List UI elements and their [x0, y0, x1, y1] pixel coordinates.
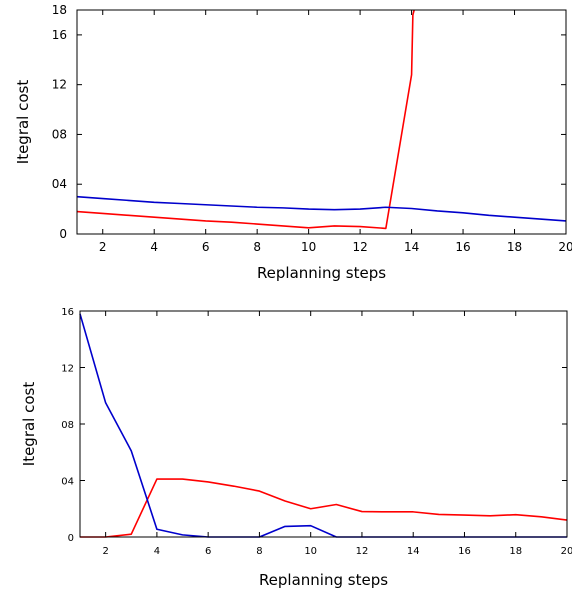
x-axis-label: Replanning steps: [259, 571, 388, 589]
y-tick-label: 04: [52, 177, 67, 191]
x-tick-label: 10: [304, 546, 317, 557]
x-tick-label: 2: [102, 546, 108, 557]
x-tick-label: 16: [455, 240, 470, 254]
y-tick-label: 12: [52, 78, 67, 92]
x-tick-label: 2: [99, 240, 107, 254]
x-tick-label: 6: [202, 240, 210, 254]
y-axis-label: Itegral cost: [14, 80, 32, 165]
y-tick-label: 12: [61, 364, 74, 375]
y-axis-label: Itegral cost: [20, 382, 38, 467]
x-tick-label: 14: [407, 546, 420, 557]
y-tick-label: 08: [61, 420, 74, 431]
x-tick-label: 10: [301, 240, 316, 254]
x-tick-label: 8: [253, 240, 261, 254]
x-tick-label: 8: [256, 546, 262, 557]
y-tick-label: 0: [68, 533, 74, 544]
y-tick-label: 16: [52, 28, 67, 42]
plot-frame: [79, 310, 568, 538]
plot-frame: [76, 9, 567, 235]
y-tick-label: 16: [61, 307, 74, 318]
x-tick-label: 12: [356, 546, 369, 557]
y-tick-label: 08: [52, 127, 67, 141]
x-tick-label: 16: [458, 546, 471, 557]
y-tick-label: 0: [59, 227, 67, 241]
x-tick-label: 14: [404, 240, 419, 254]
y-tick-label: 18: [52, 3, 67, 17]
x-tick-label: 4: [150, 240, 158, 254]
bottom-chart: 2 4 6 8 10 12 14 16 18 20 0 04 08 12 16 Replanning step…: [20, 307, 572, 589]
x-tick-label: 20: [561, 546, 572, 557]
x-tick-label: 4: [154, 546, 160, 557]
x-tick-label: 12: [352, 240, 367, 254]
series-line-1: [80, 478, 568, 538]
series-line-2: [76, 195, 567, 222]
series-line-1: [76, 9, 415, 230]
x-tick-label: 18: [507, 240, 522, 254]
top-chart: 2 4 6 8 10 12 14 16 18 20 0 04 08 12 16 18 Replanning st…: [14, 3, 572, 282]
x-tick-label: 20: [558, 240, 572, 254]
x-tick-label: 18: [509, 546, 522, 557]
x-tick-label: 6: [205, 546, 211, 557]
x-axis-label: Replanning steps: [257, 264, 386, 282]
series-line-2: [79, 313, 567, 538]
y-tick-label: 04: [61, 477, 74, 488]
